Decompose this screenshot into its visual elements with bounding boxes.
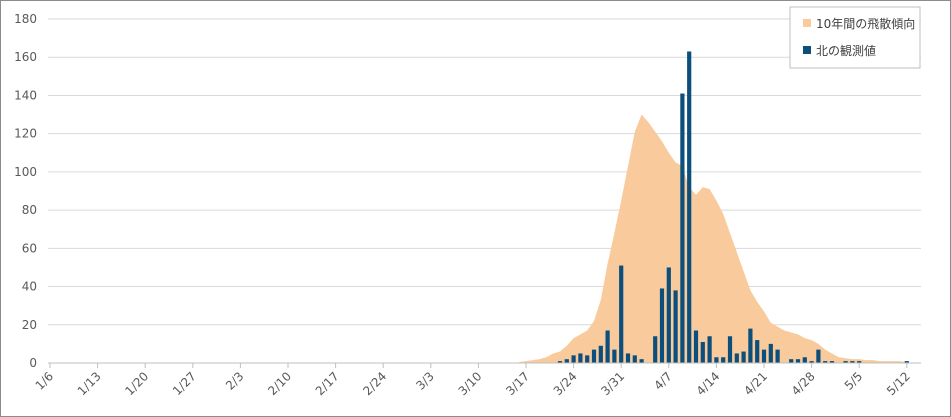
bar xyxy=(823,361,828,363)
x-tick-label: 2/10 xyxy=(265,369,294,398)
x-tick-label: 4/14 xyxy=(694,369,723,398)
y-tick-label: 120 xyxy=(14,127,37,141)
bar xyxy=(741,351,746,363)
x-tick-label: 2/3 xyxy=(223,369,247,393)
x-tick-label: 3/17 xyxy=(503,369,532,398)
x-tick-label: 2/17 xyxy=(313,369,342,398)
bar xyxy=(612,349,617,363)
bar xyxy=(734,353,739,363)
x-tick-label: 1/6 xyxy=(33,369,57,393)
bar xyxy=(632,355,637,363)
gridlines xyxy=(48,18,921,326)
bar xyxy=(680,93,685,364)
x-tick-label: 3/10 xyxy=(456,369,485,398)
x-tick-label: 3/31 xyxy=(598,369,627,398)
bar xyxy=(816,349,821,363)
x-tick-label: 2/24 xyxy=(360,369,389,398)
bar xyxy=(748,328,753,363)
bar xyxy=(755,340,760,363)
y-tick-label: 140 xyxy=(14,88,37,102)
y-axis-labels: 0 20 40 60 80 100 120 140 160 180 xyxy=(14,12,37,370)
y-tick-label: 180 xyxy=(14,12,37,26)
bar xyxy=(857,361,862,363)
x-tick-label: 1/27 xyxy=(170,369,199,398)
y-tick-label: 60 xyxy=(22,241,37,255)
y-tick-label: 20 xyxy=(22,318,37,332)
legend-swatch-bar xyxy=(803,46,811,54)
bar xyxy=(768,343,773,363)
bar xyxy=(687,51,692,363)
legend-label-bar: 北の観測値 xyxy=(816,43,876,58)
x-tick-label: 3/24 xyxy=(551,369,580,398)
bar xyxy=(639,359,644,363)
bar xyxy=(653,336,658,363)
x-tick-label: 5/12 xyxy=(884,369,913,398)
bar xyxy=(727,336,733,363)
bar xyxy=(666,267,671,363)
y-tick-label: 40 xyxy=(22,280,37,294)
bar xyxy=(829,361,835,363)
bar xyxy=(761,349,767,363)
legend: 10年間の飛散傾向 北の観測値 xyxy=(789,6,921,69)
bar xyxy=(721,357,726,363)
bar xyxy=(591,349,597,363)
bar xyxy=(673,290,678,363)
bar xyxy=(625,353,631,363)
bar xyxy=(809,361,814,363)
bar xyxy=(904,361,909,363)
legend-label-area: 10年間の飛散傾向 xyxy=(816,16,915,31)
y-tick-label: 100 xyxy=(14,165,37,179)
area-series-path xyxy=(519,114,907,363)
bar xyxy=(585,355,590,363)
bar xyxy=(693,330,699,363)
x-tick-label: 4/28 xyxy=(789,369,818,398)
area-series-layer xyxy=(519,114,907,363)
axis-layer xyxy=(48,362,921,368)
x-tick-label: 5/5 xyxy=(842,369,866,393)
bar xyxy=(843,361,848,363)
bar xyxy=(714,357,719,363)
y-tick-label: 0 xyxy=(29,356,37,370)
bar xyxy=(802,357,807,363)
bar xyxy=(850,361,855,363)
bar-series-layer xyxy=(557,51,909,364)
bar xyxy=(707,336,712,363)
y-tick-label: 160 xyxy=(14,50,37,64)
bar xyxy=(700,341,705,363)
legend-swatch-area xyxy=(803,19,811,27)
bar xyxy=(557,361,563,363)
x-axis-labels: 1/6 1/13 1/20 1/27 2/3 2/10 2/17 2/24 3/3 3/10 3/1… xyxy=(33,369,913,398)
x-tick-label: 4/21 xyxy=(741,369,770,398)
x-tick-label: 4/7 xyxy=(651,369,675,393)
bar xyxy=(659,288,665,363)
legend-box xyxy=(789,6,921,69)
bar xyxy=(795,359,801,363)
bar xyxy=(578,353,583,363)
bar xyxy=(789,359,794,363)
x-tick-label: 1/20 xyxy=(122,369,151,398)
bar xyxy=(605,330,610,363)
bar xyxy=(619,265,624,363)
y-tick-label: 80 xyxy=(22,203,37,217)
bar xyxy=(564,359,569,363)
bar xyxy=(598,345,603,363)
x-tick-label: 3/3 xyxy=(413,369,437,393)
x-tick-label: 1/13 xyxy=(75,369,104,398)
bar xyxy=(775,349,780,363)
bar xyxy=(571,355,576,363)
